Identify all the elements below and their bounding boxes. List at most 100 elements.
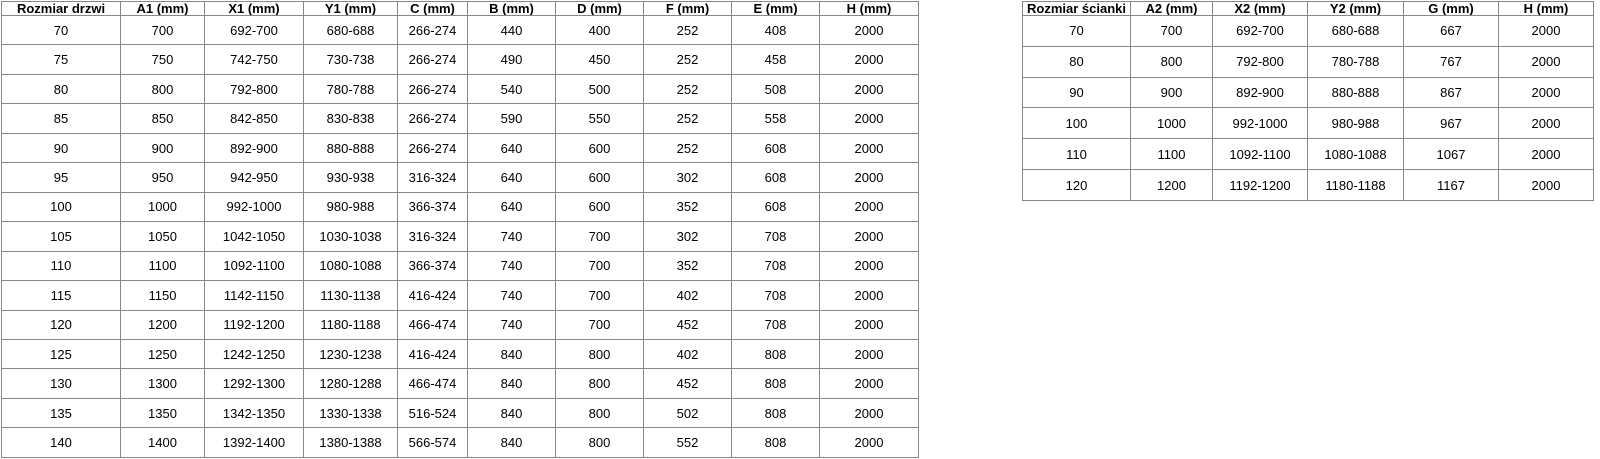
table-row: 80 800 792-800 780-788 767 2000 (1022, 45, 1594, 78)
table-row: 120 1200 1192-1200 1180-1188 1167 2000 (1022, 169, 1594, 201)
table-cell: 2000 (819, 73, 919, 105)
table-cell: 1150 (120, 280, 205, 311)
table-cell: 1080-1088 (1307, 138, 1404, 171)
table-cell: 440 (467, 14, 556, 46)
column-header: D (mm) (555, 1, 644, 16)
table-cell: 742-750 (204, 44, 304, 75)
table-cell: 458 (731, 44, 820, 75)
table-row: 100 1000 992-1000 980-988 967 2000 (1022, 107, 1594, 140)
table-cell: 502 (643, 397, 732, 429)
table-cell: 992-1000 (1212, 107, 1308, 140)
door-table-header-row: Rozmiar drzwi A1 (mm) X1 (mm) Y1 (mm) C (mm)… (1, 1, 919, 16)
table-cell: 252 (643, 103, 732, 134)
table-cell: 1200 (1130, 169, 1213, 201)
table-cell: 1242-1250 (204, 338, 304, 370)
table-row: 75 750 742-750 730-738 266-274 490 450 252 458 20… (1, 44, 919, 75)
table-cell: 2000 (1498, 169, 1594, 201)
table-cell: 1000 (1130, 107, 1213, 140)
table-cell: 90 (1022, 76, 1131, 109)
table-cell: 316-324 (397, 221, 468, 252)
table-cell: 125 (1, 338, 121, 370)
table-cell: 302 (643, 162, 732, 193)
table-cell: 450 (555, 44, 644, 75)
table-cell: 800 (1130, 45, 1213, 78)
table-cell: 252 (643, 44, 732, 75)
table-cell: 2000 (819, 191, 919, 223)
table-cell: 740 (467, 280, 556, 311)
table-cell: 266-274 (397, 44, 468, 75)
table-cell: 540 (467, 73, 556, 105)
table-cell: 950 (120, 162, 205, 193)
wall-table-header-row: Rozmiar ścianki A2 (mm) X2 (mm) Y2 (mm) G (m… (1022, 1, 1594, 16)
column-header: H (mm) (819, 1, 919, 16)
table-cell: 750 (120, 44, 205, 75)
table-cell: 1400 (120, 427, 205, 458)
table-cell: 840 (467, 397, 556, 429)
table-cell: 640 (467, 162, 556, 193)
table-cell: 266-274 (397, 132, 468, 164)
table-cell: 1067 (1403, 138, 1499, 171)
table-cell: 266-274 (397, 103, 468, 134)
table-cell: 2000 (819, 132, 919, 164)
table-cell: 740 (467, 221, 556, 252)
table-cell: 740 (467, 309, 556, 340)
table-cell: 1050 (120, 221, 205, 252)
table-cell: 640 (467, 132, 556, 164)
table-cell: 792-800 (1212, 45, 1308, 78)
column-header: X1 (mm) (204, 1, 304, 16)
table-cell: 840 (467, 368, 556, 399)
column-header: H (mm) (1498, 1, 1594, 16)
table-cell: 2000 (819, 162, 919, 193)
table-cell: 792-800 (204, 73, 304, 105)
column-header: Rozmiar drzwi (1, 1, 121, 16)
table-cell: 352 (643, 191, 732, 223)
table-cell: 600 (555, 191, 644, 223)
table-cell: 900 (1130, 76, 1213, 109)
table-cell: 500 (555, 73, 644, 105)
table-cell: 402 (643, 338, 732, 370)
table-cell: 842-850 (204, 103, 304, 134)
table-cell: 680-688 (1307, 15, 1404, 47)
table-cell: 352 (643, 250, 732, 282)
table-cell: 110 (1, 250, 121, 282)
table-cell: 590 (467, 103, 556, 134)
table-cell: 2000 (819, 250, 919, 282)
table-cell: 808 (731, 368, 820, 399)
column-header: F (mm) (643, 1, 732, 16)
table-cell: 80 (1022, 45, 1131, 78)
table-cell: 1142-1150 (204, 280, 304, 311)
table-cell: 130 (1, 368, 121, 399)
column-header: C (mm) (397, 1, 468, 16)
table-cell: 2000 (819, 309, 919, 340)
table-cell: 600 (555, 132, 644, 164)
table-cell: 740 (467, 250, 556, 282)
table-cell: 516-524 (397, 397, 468, 429)
table-cell: 402 (643, 280, 732, 311)
table-cell: 700 (120, 14, 205, 46)
table-cell: 1330-1338 (303, 397, 398, 429)
table-cell: 2000 (1498, 76, 1594, 109)
table-row: 90 900 892-900 880-888 867 2000 (1022, 76, 1594, 109)
table-cell: 1080-1088 (303, 250, 398, 282)
table-cell: 1042-1050 (204, 221, 304, 252)
table-row: 115 1150 1142-1150 1130-1138 416-424 740 700 40… (1, 280, 919, 311)
door-table-body: 70 700 692-700 680-688 266-274 440 400 252 408 20… (1, 14, 919, 458)
table-cell: 2000 (819, 14, 919, 46)
table-cell: 808 (731, 397, 820, 429)
table-cell: 1292-1300 (204, 368, 304, 399)
table-cell: 2000 (819, 280, 919, 311)
table-cell: 800 (555, 427, 644, 458)
table-cell: 1300 (120, 368, 205, 399)
column-header: G (mm) (1403, 1, 1499, 16)
table-cell: 780-788 (303, 73, 398, 105)
table-cell: 892-900 (204, 132, 304, 164)
table-cell: 830-838 (303, 103, 398, 134)
table-row: 120 1200 1192-1200 1180-1188 466-474 740 700 45… (1, 309, 919, 340)
table-cell: 100 (1022, 107, 1131, 140)
table-cell: 692-700 (1212, 15, 1308, 47)
table-cell: 2000 (819, 397, 919, 429)
table-cell: 508 (731, 73, 820, 105)
table-cell: 892-900 (1212, 76, 1308, 109)
table-cell: 692-700 (204, 14, 304, 46)
table-cell: 416-424 (397, 280, 468, 311)
